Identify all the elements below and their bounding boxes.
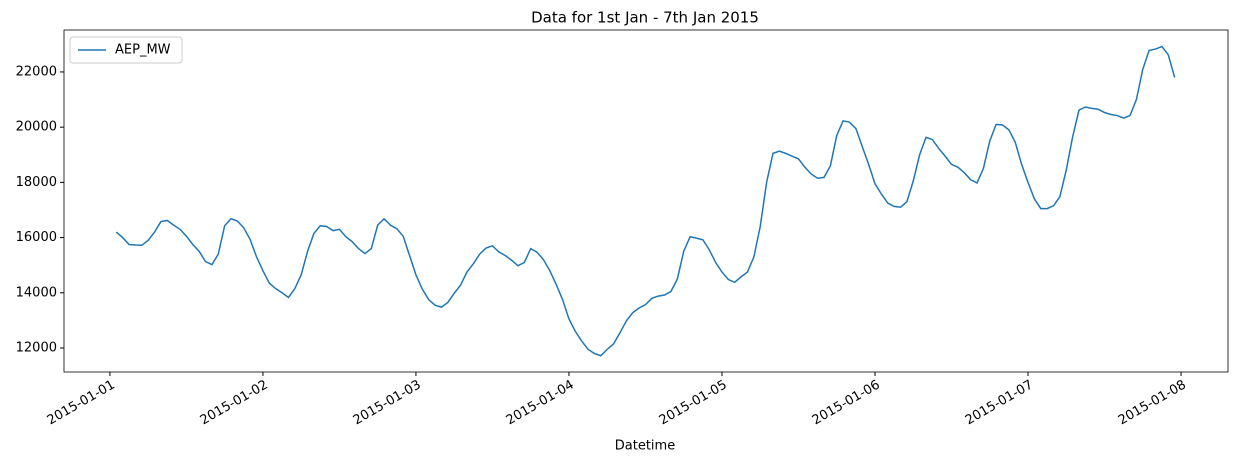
legend: AEP_MW	[69, 36, 183, 64]
plot-frame	[63, 29, 1229, 373]
legend-label: AEP_MW	[115, 43, 171, 58]
y-tick-label: 18000	[16, 175, 57, 190]
x-tick-label: 2015-01-01	[45, 378, 118, 429]
x-tick-label: 2015-01-06	[810, 378, 883, 429]
x-tick-label: 2015-01-03	[351, 378, 424, 429]
y-tick-label: 22000	[16, 64, 57, 79]
chart-title: Data for 1st Jan - 7th Jan 2015	[531, 9, 759, 27]
data-line	[115, 45, 1176, 357]
x-axis-label: Datetime	[615, 439, 675, 454]
y-tick-label: 14000	[16, 285, 57, 300]
x-tick-label: 2015-01-02	[198, 378, 271, 429]
x-tick-label: 2015-01-07	[963, 378, 1036, 429]
legend-box	[69, 36, 183, 64]
x-tick-label: 2015-01-04	[504, 378, 577, 429]
x-tick-label: 2015-01-08	[1116, 378, 1189, 429]
y-tick-label: 16000	[16, 230, 57, 245]
y-tick-label: 12000	[16, 340, 57, 355]
y-tick-label: 20000	[16, 120, 57, 135]
x-tick-label: 2015-01-05	[657, 378, 730, 429]
